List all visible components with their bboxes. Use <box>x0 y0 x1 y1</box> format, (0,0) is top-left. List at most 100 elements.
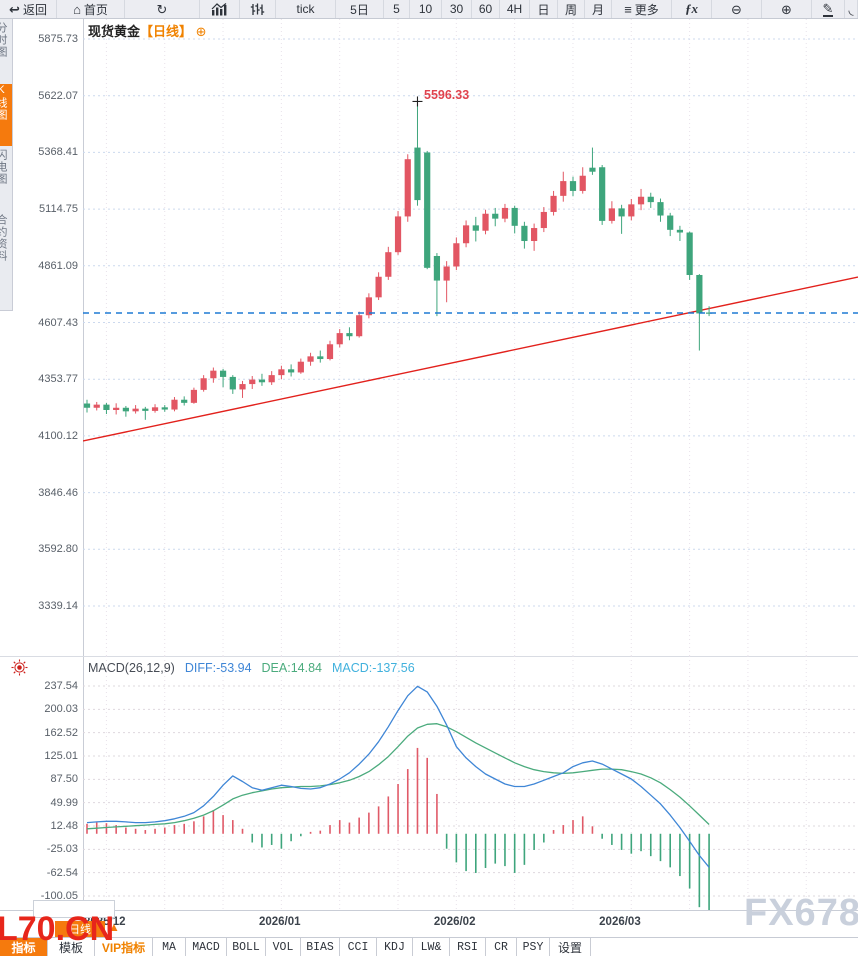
toolbar-button-area-chart[interactable] <box>200 0 240 18</box>
toolbar-button-period-60[interactable]: 60 <box>472 0 500 18</box>
sidebar-tab-label: K线图 <box>0 84 7 121</box>
symbol-name: 现货黄金 <box>88 24 141 39</box>
toolbar-label-period-week: 周 <box>564 2 577 17</box>
refresh-icon: ↻ <box>156 1 168 17</box>
toolbar-button-period-10[interactable]: 10 <box>410 0 442 18</box>
sidebar-tab-3[interactable]: 闪电图 <box>0 149 12 211</box>
period-arrow-icon[interactable]: ▲ <box>108 920 120 934</box>
top-toolbar: ↩ 返回 ⌂ 首页 ↻ tick 5日 5 10 30 60 4H 日周月 ≡ 更多 ƒx ⊖ ⊕ ✎ ◟ <box>0 0 858 19</box>
main-candlestick-chart[interactable] <box>83 19 858 656</box>
indicator-tab-BOLL[interactable]: BOLL <box>227 938 266 956</box>
toolbar-button-more[interactable]: ≡ 更多 <box>612 0 672 18</box>
price-axis-label: 4607.43 <box>38 316 78 329</box>
indicator-tab-KDJ[interactable]: KDJ <box>377 938 413 956</box>
indicator-tab-CCI[interactable]: CCI <box>340 938 377 956</box>
toolbar-label-period-4h: 4H <box>506 2 523 16</box>
indicator-tab-VOL[interactable]: VOL <box>266 938 301 956</box>
zoom-in-icon: ⊕ <box>781 1 792 17</box>
x-axis-line <box>0 910 858 911</box>
macd-dea-value: DEA:14.84 <box>261 661 322 675</box>
indicator-tab-PSY[interactable]: PSY <box>517 938 550 956</box>
chart-type-sidebar: 分时图 K线图闪电图合约资料 <box>0 19 13 311</box>
macd-params: MACD(26,12,9) <box>88 661 175 675</box>
macd-axis-label: 162.52 <box>44 726 78 739</box>
area-chart-icon <box>211 2 227 15</box>
period-label: 【日线】 <box>140 24 193 39</box>
toolbar-button-tick[interactable]: tick <box>276 0 336 18</box>
toolbar-label-home: 首页 <box>83 2 108 17</box>
toolbar-button-candle-chart[interactable] <box>240 0 276 18</box>
toolbar-button-period-30[interactable]: 30 <box>442 0 472 18</box>
indicator-settings-icon[interactable] <box>11 659 28 676</box>
y-axis-line <box>83 19 84 937</box>
site-watermark: L70.CN <box>0 910 115 948</box>
sidebar-tab-label: 分时图 <box>0 22 7 58</box>
price-axis-label: 4100.12 <box>38 429 78 442</box>
toolbar-button-period-week[interactable]: 周 <box>558 0 585 18</box>
period-dropdown-box <box>33 900 115 918</box>
indicator-tab-CR[interactable]: CR <box>486 938 517 956</box>
fx678-watermark: FX678 <box>744 892 858 934</box>
indicator-tab-VIP指标[interactable]: VIP指标 <box>95 938 153 956</box>
macd-macd-value: MACD:-137.56 <box>332 661 415 675</box>
macd-header: MACD(26,12,9) DIFF:-53.94 DEA:14.84 MACD… <box>88 661 415 675</box>
home-icon: ⌂ <box>73 1 81 17</box>
sidebar-tab-2[interactable]: K线图 <box>0 84 12 146</box>
toolbar-label-period-60: 60 <box>478 2 493 16</box>
back-icon: ↩ <box>9 1 20 17</box>
macd-axis-label: 87.50 <box>50 773 78 786</box>
partial-icon: ◟ <box>848 1 854 17</box>
toolbar-button-period-5[interactable]: 5 <box>384 0 410 18</box>
indicator-tab-MACD[interactable]: MACD <box>186 938 227 956</box>
indicator-tab-模板[interactable]: 模板 <box>48 938 95 956</box>
price-axis-label: 5368.41 <box>38 146 78 159</box>
toolbar-label-period-5d: 5日 <box>350 2 369 17</box>
price-axis-label: 4861.09 <box>38 259 78 272</box>
indicator-tab-LW&[interactable]: LW& <box>413 938 450 956</box>
price-axis-label: 4353.77 <box>38 373 78 386</box>
price-axis-label: 3339.14 <box>38 600 78 612</box>
toolbar-button-refresh[interactable]: ↻ <box>125 0 200 18</box>
indicator-tab-设置[interactable]: 设置 <box>550 938 591 956</box>
zoom-out-icon: ⊖ <box>731 1 742 17</box>
toolbar-label-period-10: 10 <box>418 2 433 16</box>
sidebar-tab-1[interactable]: 分时图 <box>0 22 12 82</box>
macd-axis-label: 200.03 <box>44 703 78 716</box>
date-axis-label: 2026/01 <box>258 916 301 928</box>
toolbar-button-period-4h[interactable]: 4H <box>500 0 530 18</box>
candlestick-icon <box>250 3 265 15</box>
toolbar-button-zoom-out[interactable]: ⊖ <box>712 0 762 18</box>
toolbar-button-fx[interactable]: ƒx <box>672 0 712 18</box>
toolbar-button-period-month[interactable]: 月 <box>585 0 612 18</box>
macd-axis-label: 12.48 <box>50 820 78 832</box>
toolbar-button-period-5d[interactable]: 5日 <box>336 0 384 18</box>
price-axis-label: 3592.80 <box>38 543 78 556</box>
toolbar-button-period-day[interactable]: 日 <box>530 0 558 18</box>
fx-formula-icon: ƒx <box>685 1 698 16</box>
macd-axis-label: 49.99 <box>50 796 78 809</box>
price-axis-label: 5622.07 <box>38 89 78 102</box>
indicator-toolbar: 指标 模板 VIP指标 MA MACD BOLL VOL BIAS CCI KDJ LW& RSI CR… <box>0 937 858 956</box>
toolbar-button-zoom-in[interactable]: ⊕ <box>762 0 812 18</box>
macd-diff-value: DIFF:-53.94 <box>184 661 252 675</box>
toolbar-button-home[interactable]: ⌂ 首页 <box>57 0 125 18</box>
indicator-tab-RSI[interactable]: RSI <box>450 938 486 956</box>
indicator-tab-指标[interactable]: 指标 <box>0 938 48 956</box>
toolbar-label-more: 更多 <box>634 2 659 17</box>
indicator-tab-BIAS[interactable]: BIAS <box>301 938 340 956</box>
period-select-button[interactable]: 日线 <box>55 921 105 937</box>
macd-indicator-chart[interactable] <box>83 656 858 910</box>
toolbar-button-back[interactable]: ↩ 返回 <box>0 0 57 18</box>
macd-axis-label: 125.01 <box>44 750 78 762</box>
symbol-settings-icon[interactable]: ⊕ <box>195 24 207 39</box>
toolbar-label-period-5: 5 <box>393 2 400 16</box>
price-axis-label: 5875.73 <box>38 33 78 45</box>
toolbar-button-partial[interactable]: ◟ <box>845 0 858 18</box>
toolbar-button-draw[interactable]: ✎ <box>812 0 845 18</box>
macd-axis-label: 237.54 <box>44 680 78 692</box>
menu-icon: ≡ <box>624 1 632 17</box>
price-axis-label: 5114.75 <box>39 203 78 216</box>
sidebar-tab-4[interactable]: 合约资料 <box>0 214 12 294</box>
indicator-tab-MA[interactable]: MA <box>153 938 186 956</box>
